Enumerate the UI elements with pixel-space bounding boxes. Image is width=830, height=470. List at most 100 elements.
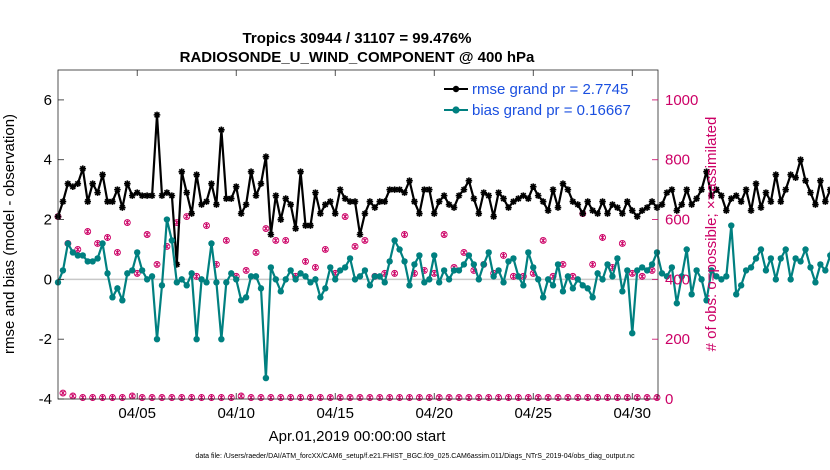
bias-point: [168, 237, 176, 244]
y-axis-label-right: # of obs: o=possible; ×=assimilated: [703, 117, 720, 352]
rmse-point: [386, 186, 393, 193]
bias-point: [703, 297, 710, 304]
bias-point: [812, 279, 819, 286]
bias-point: [708, 267, 715, 274]
obs-assimilated-point: [70, 393, 76, 399]
bias-point: [376, 273, 383, 280]
rmse-point: [381, 198, 389, 205]
obs-possible-point: [123, 219, 131, 226]
obs-possible-point: [638, 272, 646, 280]
rmse-point: [440, 192, 448, 199]
obs-assimilated-point: [238, 393, 244, 399]
obs-possible-point: [321, 246, 329, 253]
rmse-point: [341, 195, 349, 202]
rmse-point: [193, 171, 200, 178]
rmse-point: [574, 201, 582, 208]
rmse-point: [133, 189, 141, 196]
rmse-point: [470, 195, 478, 202]
rmse-point: [673, 207, 681, 214]
rmse-point: [445, 201, 453, 208]
rmse-point: [757, 204, 765, 211]
bias-point: [416, 252, 423, 259]
obs-assimilated-point: [312, 264, 319, 271]
rmse-point: [421, 186, 428, 193]
rmse-point: [411, 198, 418, 205]
obs-possible-point: [539, 237, 547, 244]
bias-point: [807, 264, 814, 271]
legend-bias-marker: [452, 106, 460, 114]
y-tick-label: 6: [44, 92, 52, 109]
bias-point: [332, 276, 339, 283]
rmse-point: [223, 195, 230, 202]
obs-possible-point: [84, 228, 92, 235]
rmse-point: [817, 177, 824, 184]
obs-possible-point: [99, 394, 107, 401]
bias-point: [772, 276, 780, 283]
rmse-point: [792, 174, 799, 181]
rmse-point: [376, 198, 384, 205]
bias-point: [629, 330, 636, 337]
rmse-point: [356, 231, 364, 238]
obs-possible-point: [415, 394, 423, 401]
obs-assimilated-point: [540, 237, 546, 244]
obs-possible-point: [356, 394, 364, 401]
bias-point: [351, 276, 359, 283]
rmse-point: [475, 210, 483, 217]
bias-point: [396, 246, 403, 253]
bias-point: [134, 249, 141, 256]
rmse-point: [287, 201, 294, 208]
obs-assimilated-point: [570, 273, 576, 280]
rmse-point: [762, 189, 770, 196]
bias-point: [312, 276, 319, 283]
bias-point: [143, 276, 151, 283]
obs-possible-point: [485, 394, 493, 401]
rmse-point: [554, 204, 562, 211]
bias-point: [485, 249, 492, 256]
bias-point: [109, 294, 116, 301]
rmse-point: [520, 192, 527, 199]
bias-point: [762, 267, 770, 274]
obs-possible-point: [505, 394, 512, 401]
obs-possible-point: [277, 394, 285, 401]
bias-point: [693, 267, 700, 274]
rmse-point: [807, 189, 814, 196]
rmse-point: [500, 195, 507, 202]
obs-possible-point: [455, 394, 463, 401]
bias-point: [59, 267, 67, 274]
obs-assimilated-point: [510, 273, 517, 280]
obs-possible-point: [217, 394, 225, 401]
bias-point: [688, 291, 695, 298]
legend-box: [440, 77, 652, 121]
rmse-point: [495, 189, 502, 196]
obs-possible-point: [307, 394, 314, 401]
rmse-point: [534, 192, 542, 199]
bias-point: [480, 261, 487, 268]
rmse-point: [312, 189, 319, 196]
obs-possible-point: [524, 394, 532, 401]
rmse-point: [455, 192, 463, 199]
obs-possible-point: [440, 231, 448, 238]
bias-point: [733, 291, 740, 298]
obs-possible-point: [465, 394, 473, 401]
bias-point: [213, 279, 220, 286]
rmse-point: [94, 189, 101, 196]
obs-possible-point: [341, 213, 349, 221]
rmse-point: [569, 198, 577, 205]
x-tick-label: 04/15: [316, 405, 354, 422]
obs-assimilated-point: [500, 252, 507, 259]
obs-possible-point: [89, 394, 97, 401]
rmse-point: [242, 201, 250, 208]
rmse-point: [624, 198, 631, 205]
rmse-point: [777, 198, 785, 205]
rmse-point: [302, 222, 309, 229]
obs-possible-point: [401, 231, 408, 238]
bias-point: [158, 282, 166, 289]
bias-point: [782, 246, 789, 253]
obs-possible-point: [203, 222, 210, 229]
rmse-point: [584, 198, 592, 205]
obs-possible-point: [247, 394, 255, 401]
bias-point: [757, 246, 765, 253]
bias-point: [723, 273, 730, 280]
rmse-point: [282, 195, 290, 202]
bias-point: [594, 270, 601, 277]
